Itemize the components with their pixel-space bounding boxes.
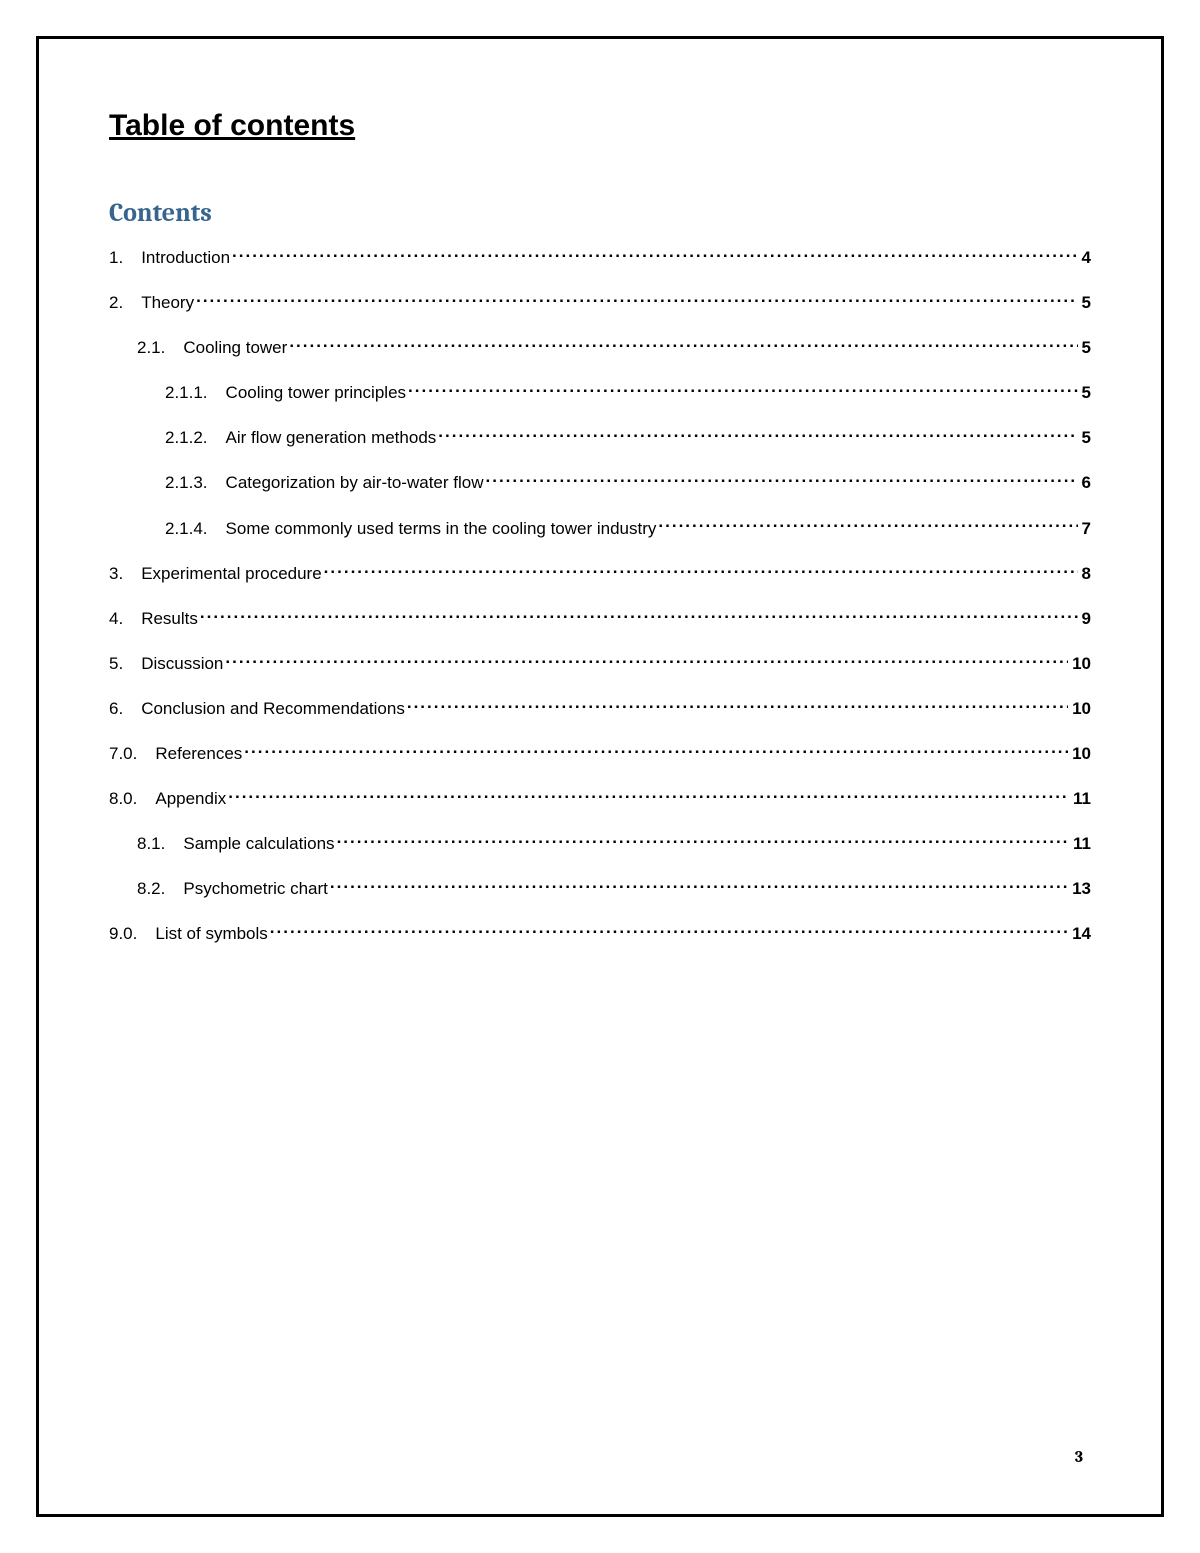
toc-entry-number: 2.1.3. — [165, 472, 226, 494]
toc-entry-number: 8.2. — [137, 878, 183, 900]
toc-entry-page: 5 — [1080, 382, 1091, 404]
toc-leader-dots — [228, 787, 1069, 804]
toc-list: 1.Introduction42.Theory52.1.Cooling towe… — [109, 246, 1091, 946]
toc-entry-page: 5 — [1080, 337, 1091, 359]
toc-leader-dots — [232, 246, 1078, 263]
toc-entry-title: Experimental procedure — [141, 563, 321, 585]
toc-entry-number: 7.0. — [109, 743, 155, 765]
toc-entry: 8.1.Sample calculations 11 — [109, 832, 1091, 855]
toc-entry: 2.1.2.Air flow generation methods 5 — [109, 426, 1091, 449]
toc-entry-page: 10 — [1070, 698, 1091, 720]
toc-entry: 3.Experimental procedure 8 — [109, 562, 1091, 585]
toc-entry: 4.Results 9 — [109, 607, 1091, 630]
toc-entry-title: References — [155, 743, 242, 765]
toc-entry-title: Categorization by air-to-water flow — [226, 472, 484, 494]
toc-entry-page: 11 — [1071, 788, 1091, 810]
toc-entry-number: 6. — [109, 698, 141, 720]
toc-entry-title: Discussion — [141, 653, 223, 675]
toc-entry: 8.2.Psychometric chart 13 — [109, 877, 1091, 900]
toc-leader-dots — [244, 742, 1068, 759]
toc-entry: 9.0.List of symbols 14 — [109, 922, 1091, 945]
toc-entry-title: Results — [141, 608, 198, 630]
toc-entry-page: 9 — [1080, 608, 1091, 630]
toc-entry-number: 2. — [109, 292, 141, 314]
toc-entry-number: 2.1. — [137, 337, 183, 359]
toc-entry: 6.Conclusion and Recommendations 10 — [109, 697, 1091, 720]
toc-entry-number: 1. — [109, 247, 141, 269]
toc-entry: 2.Theory 5 — [109, 291, 1091, 314]
page-frame: Table of contents Contents 1.Introductio… — [36, 36, 1164, 1517]
toc-entry-title: Cooling tower — [183, 337, 287, 359]
toc-entry-page: 5 — [1080, 427, 1091, 449]
toc-leader-dots — [407, 697, 1068, 714]
contents-heading: Contents — [109, 198, 1091, 228]
toc-entry: 8.0.Appendix 11 — [109, 787, 1091, 810]
toc-leader-dots — [408, 381, 1078, 398]
toc-leader-dots — [486, 471, 1078, 488]
toc-leader-dots — [337, 832, 1069, 849]
toc-leader-dots — [324, 562, 1078, 579]
toc-entry: 2.1.Cooling tower 5 — [109, 336, 1091, 359]
toc-entry-title: Some commonly used terms in the cooling … — [226, 518, 657, 540]
toc-entry-number: 8.1. — [137, 833, 183, 855]
toc-entry-number: 3. — [109, 563, 141, 585]
toc-entry-title: Theory — [141, 292, 194, 314]
toc-entry: 5.Discussion 10 — [109, 652, 1091, 675]
toc-entry-title: Sample calculations — [183, 833, 334, 855]
toc-entry-number: 9.0. — [109, 923, 155, 945]
toc-entry: 7.0.References 10 — [109, 742, 1091, 765]
toc-entry-page: 6 — [1080, 472, 1091, 494]
toc-entry-page: 10 — [1070, 653, 1091, 675]
toc-leader-dots — [658, 517, 1077, 534]
toc-entry-title: Conclusion and Recommendations — [141, 698, 405, 720]
toc-leader-dots — [438, 426, 1077, 443]
toc-entry-page: 8 — [1080, 563, 1091, 585]
toc-entry-page: 13 — [1070, 878, 1091, 900]
toc-entry: 2.1.1.Cooling tower principles 5 — [109, 381, 1091, 404]
page-title: Table of contents — [109, 109, 1091, 143]
toc-entry-page: 14 — [1070, 923, 1091, 945]
toc-leader-dots — [270, 922, 1068, 939]
toc-entry-page: 5 — [1080, 292, 1091, 314]
toc-entry: 2.1.3.Categorization by air-to-water flo… — [109, 471, 1091, 494]
toc-leader-dots — [330, 877, 1068, 894]
toc-entry-number: 4. — [109, 608, 141, 630]
toc-entry-title: Cooling tower principles — [226, 382, 406, 404]
page-number: 3 — [1075, 1448, 1083, 1466]
toc-entry-page: 7 — [1080, 518, 1091, 540]
toc-entry: 2.1.4.Some commonly used terms in the co… — [109, 517, 1091, 540]
toc-entry-page: 11 — [1071, 833, 1091, 855]
toc-entry-number: 8.0. — [109, 788, 155, 810]
toc-entry-title: List of symbols — [155, 923, 267, 945]
toc-entry-number: 2.1.1. — [165, 382, 226, 404]
toc-leader-dots — [225, 652, 1068, 669]
toc-leader-dots — [200, 607, 1078, 624]
toc-entry-title: Introduction — [141, 247, 230, 269]
toc-leader-dots — [289, 336, 1077, 353]
toc-entry-title: Appendix — [155, 788, 226, 810]
toc-entry-page: 10 — [1070, 743, 1091, 765]
toc-leader-dots — [196, 291, 1077, 308]
toc-entry-title: Psychometric chart — [183, 878, 328, 900]
toc-entry-title: Air flow generation methods — [226, 427, 437, 449]
toc-entry-number: 2.1.4. — [165, 518, 226, 540]
toc-entry: 1.Introduction 4 — [109, 246, 1091, 269]
toc-entry-number: 5. — [109, 653, 141, 675]
toc-entry-page: 4 — [1080, 247, 1091, 269]
toc-entry-number: 2.1.2. — [165, 427, 226, 449]
